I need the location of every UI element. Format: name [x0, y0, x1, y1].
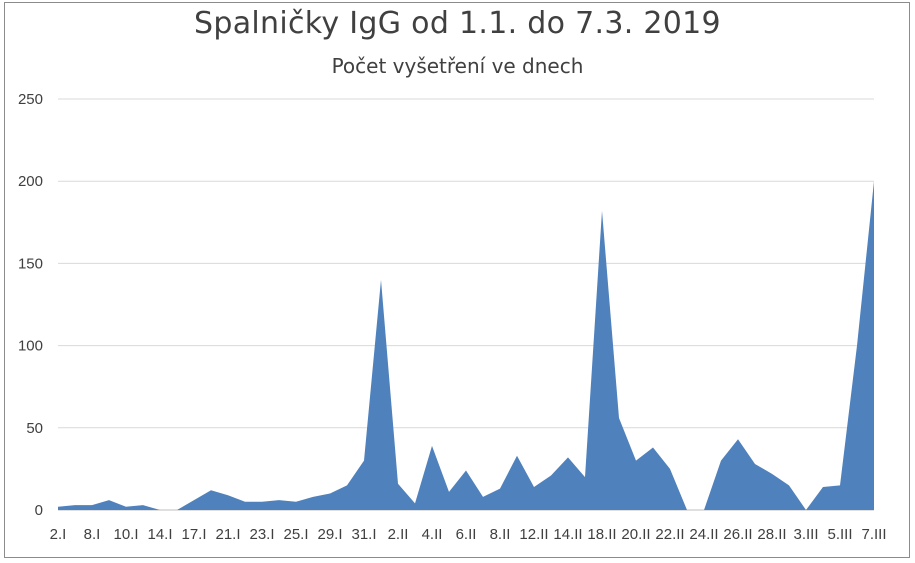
chart-subtitle: Počet vyšetření ve dnech	[331, 54, 584, 78]
y-tick-label: 150	[18, 255, 43, 272]
grid-lines	[58, 98, 874, 511]
x-axis-ticks: 2.I 8.I 10.I 14.I 17.I 21.I 23.I 25.I 29.I 31.I 2.…	[50, 526, 887, 543]
x-tick-label: 2.I	[50, 526, 67, 543]
x-tick-label: 31.I	[351, 526, 376, 543]
x-tick-label: 7.III	[861, 526, 886, 543]
x-tick-label: 2.II	[388, 526, 409, 543]
x-tick-label: 24.II	[689, 526, 718, 543]
x-tick-label: 3.III	[793, 526, 818, 543]
chart-title: Spalničky IgG od 1.1. do 7.3. 2019	[194, 6, 721, 41]
chart-frame	[4, 2, 910, 558]
y-tick-label: 0	[35, 502, 43, 519]
x-tick-label: 25.I	[283, 526, 308, 543]
x-tick-label: 14.II	[553, 526, 582, 543]
y-tick-label: 100	[18, 338, 43, 355]
y-tick-label: 200	[18, 173, 43, 190]
x-tick-label: 29.I	[317, 526, 342, 543]
y-tick-label: 250	[18, 91, 43, 108]
x-tick-label: 18.II	[587, 526, 616, 543]
x-tick-label: 10.I	[113, 526, 138, 543]
x-tick-label: 26.II	[723, 526, 752, 543]
x-tick-label: 28.II	[757, 526, 786, 543]
y-axis-ticks: 0 50 100 150 200 250	[18, 91, 43, 519]
x-tick-label: 8.I	[84, 526, 101, 543]
x-tick-label: 22.II	[655, 526, 684, 543]
x-tick-label: 6.II	[456, 526, 477, 543]
x-tick-label: 5.III	[827, 526, 852, 543]
x-tick-label: 12.II	[519, 526, 548, 543]
x-tick-label: 4.II	[422, 526, 443, 543]
x-tick-label: 8.II	[490, 526, 511, 543]
x-tick-label: 17.I	[181, 526, 206, 543]
x-tick-label: 21.I	[215, 526, 240, 543]
x-tick-label: 23.I	[249, 526, 274, 543]
y-tick-label: 50	[26, 420, 43, 437]
x-tick-label: 14.I	[147, 526, 172, 543]
x-tick-label: 20.II	[621, 526, 650, 543]
